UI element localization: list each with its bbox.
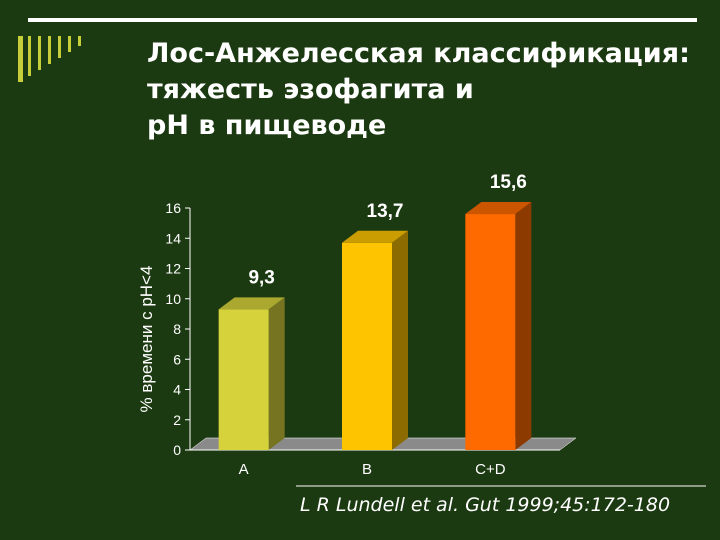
stripe	[78, 36, 81, 46]
data-label: 13,7	[367, 201, 404, 222]
y-tick-label: 8	[173, 321, 181, 337]
y-tick-label: 12	[165, 261, 181, 277]
bar-side	[268, 297, 285, 450]
bar	[218, 309, 269, 450]
y-tick-label: 4	[173, 382, 181, 398]
y-tick-label: 10	[165, 291, 181, 307]
title-line-3: pH в пищеводе	[147, 110, 387, 141]
title-line-1: Лос-Анжелесская классификация:	[147, 38, 690, 69]
y-tick-label: 6	[173, 351, 181, 367]
bar-top	[342, 230, 408, 243]
stripe	[18, 36, 23, 82]
bar-side	[392, 230, 408, 450]
title-line-2: тяжесть эзофагита и	[147, 74, 474, 105]
data-label: 15,6	[490, 172, 527, 193]
stripe	[48, 36, 51, 64]
stripe	[68, 36, 71, 52]
y-tick-label: 0	[173, 442, 181, 458]
bar-top	[465, 202, 532, 215]
stripe	[38, 36, 41, 70]
data-label: 9,3	[248, 267, 274, 288]
top-rule	[28, 18, 697, 22]
y-tick-label: 14	[165, 230, 181, 246]
bar	[465, 214, 516, 450]
bar-side	[515, 202, 532, 450]
y-tick-label: 16	[165, 200, 181, 216]
x-tick-label: A	[239, 461, 249, 478]
bar	[342, 242, 392, 450]
stripe	[28, 36, 31, 76]
citation: L R Lundell et al. Gut 1999;45:172-180	[300, 494, 671, 516]
bar-top	[218, 297, 285, 310]
stripe	[58, 36, 61, 58]
x-tick-label: B	[362, 461, 372, 478]
y-axis-label: % времени с pH<4	[137, 266, 156, 413]
y-tick-label: 2	[173, 412, 181, 428]
x-tick-label: C+D	[475, 461, 506, 478]
